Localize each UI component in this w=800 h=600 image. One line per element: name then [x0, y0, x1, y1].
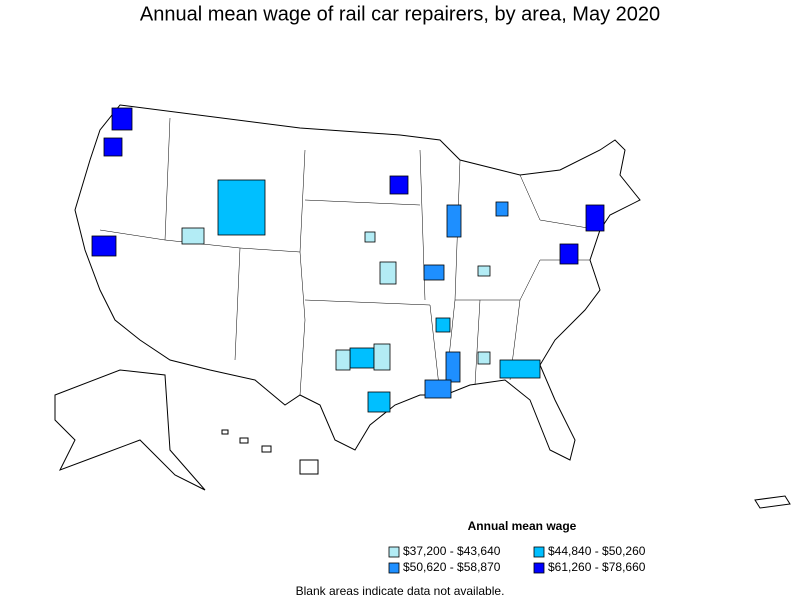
legend-label: $44,840 - $50,260: [548, 544, 646, 558]
area: [477, 265, 491, 277]
legend-title: Annual mean wage: [468, 519, 577, 533]
map-title: Annual mean wage of rail car repairers, …: [140, 3, 660, 25]
area: [91, 235, 117, 257]
legend-label: $61,260 - $78,660: [548, 560, 646, 574]
legend-swatch: [533, 562, 545, 574]
area: [559, 243, 579, 265]
puerto-rico: [754, 495, 791, 509]
area: [111, 107, 133, 131]
area: [335, 349, 351, 371]
areas: [91, 107, 605, 413]
legend-swatch: [388, 562, 400, 574]
area: [389, 175, 409, 195]
area: [217, 179, 266, 236]
hawaii: [221, 429, 319, 475]
area: [103, 137, 123, 157]
footnote: Blank areas indicate data not available.: [296, 584, 505, 598]
legend: $37,200 - $43,640 $44,840 - $50,260 $50,62…: [388, 544, 646, 574]
alaska: [54, 369, 206, 491]
area: [367, 391, 391, 413]
area: [499, 359, 541, 379]
legend-swatch: [533, 546, 545, 558]
legend-swatch: [388, 546, 400, 558]
contiguous-us: [74, 104, 641, 461]
legend-label: $50,620 - $58,870: [403, 560, 501, 574]
area: [446, 204, 462, 238]
area: [379, 261, 397, 285]
area: [477, 351, 491, 365]
area: [424, 379, 452, 399]
area: [373, 343, 391, 371]
legend-label: $37,200 - $43,640: [403, 544, 501, 558]
state-borders: [99, 117, 601, 396]
area: [349, 347, 375, 369]
area: [423, 264, 445, 281]
area: [364, 231, 376, 243]
area: [181, 227, 205, 245]
area: [495, 201, 509, 217]
area: [585, 204, 605, 232]
area: [445, 351, 461, 383]
area: [435, 317, 451, 333]
